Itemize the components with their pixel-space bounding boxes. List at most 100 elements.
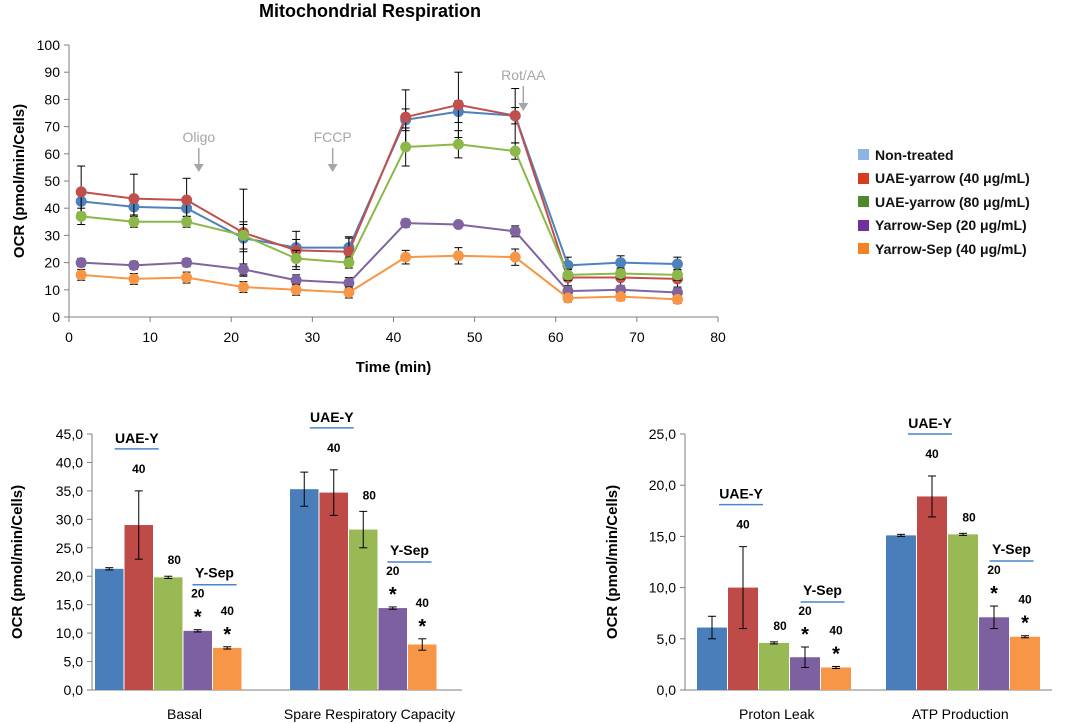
bar-chart-left-group-label-uae-spare-respiratory-capacity: UAE-Y	[310, 409, 354, 425]
bar-chart-left-dose-label-uae-80-spare-respiratory-capacity: 80	[363, 488, 377, 502]
line-point-uae-yarrow-80-g-ml	[75, 210, 87, 222]
line-chart-y-tick-label: 20	[44, 255, 60, 271]
line-chart-title: Mitochondrial Respiration	[259, 1, 481, 21]
bar-chart-left-dose-label-uae-40-basal: 40	[132, 462, 146, 476]
bar-chart-right-bar-atp-production-non-treated	[886, 535, 916, 690]
line-chart-y-tick-label: 100	[37, 37, 61, 53]
bar-chart-left-bar-spare-respiratory-capacity-yarrow-sep-40-g-ml	[408, 644, 437, 690]
bar-chart-left-y-tick-label: 35,0	[56, 483, 83, 499]
line-series-non-treated	[81, 110, 678, 267]
line-point-yarrow-sep-40-g-ml	[343, 287, 355, 299]
bar-chart-right-dose-label-uae-80-atp-production: 80	[962, 510, 976, 524]
injection-label-fccp: FCCP	[314, 129, 352, 145]
legend-label: UAE-yarrow (80 μg/mL)	[875, 193, 1030, 210]
line-point-non-treated	[671, 258, 683, 270]
legend-label: Non-treated	[875, 146, 954, 163]
line-chart-x-tick-label: 10	[142, 329, 158, 345]
line-point-uae-yarrow-40-g-ml	[181, 194, 193, 206]
bar-chart-left-y-tick-label: 25,0	[56, 540, 83, 556]
bar-chart-right-dose-label-uae-40-proton-leak: 40	[736, 518, 750, 532]
line-chart-y-tick-label: 90	[44, 64, 60, 80]
legend-item-uae-80: UAE-yarrow (80 μg/mL)	[858, 190, 1030, 214]
line-chart-x-tick-label: 0	[65, 329, 73, 345]
bar-chart-right-group-label-uae-atp-production: UAE-Y	[908, 415, 952, 431]
bar-chart-right-y-tick-label: 5,0	[657, 631, 677, 647]
bar-chart-left-significance-star-ysep-40-spare-respiratory-capacity: *	[418, 616, 426, 638]
bar-chart-left-dose-label-ysep-40-spare-respiratory-capacity: 40	[416, 596, 430, 610]
legend-label: UAE-yarrow (40 μg/mL)	[875, 170, 1030, 187]
bar-chart-left-y-tick-label: 10,0	[56, 625, 83, 641]
legend-swatch-uae-80	[858, 196, 869, 208]
bar-chart-right-bar-atp-production-uae-yarrow-80-g-ml	[948, 534, 978, 690]
bar-chart-left-y-tick-label: 30,0	[56, 511, 83, 527]
line-point-non-treated	[615, 257, 627, 269]
line-point-uae-yarrow-40-g-ml	[128, 193, 140, 205]
bar-chart-right-y-axis-label: OCR (pmol/min/Cells)	[604, 485, 621, 639]
bar-chart-left-group-label-uae-basal: UAE-Y	[115, 430, 159, 446]
bar-chart-left-bar-basal-yarrow-sep-20-g-ml	[183, 630, 212, 690]
bar-chart-right-category-label-atp-production: ATP Production	[912, 706, 1009, 722]
line-point-uae-yarrow-80-g-ml	[615, 267, 627, 279]
line-point-yarrow-sep-20-g-ml	[509, 225, 521, 237]
bar-chart-left-bar-spare-respiratory-capacity-yarrow-sep-20-g-ml	[378, 608, 407, 690]
bar-chart-right-y-tick-label: 25,0	[649, 426, 676, 442]
legend-label: Yarrow-Sep (40 μg/mL)	[875, 240, 1027, 257]
legend-item-non-treated: Non-treated	[858, 143, 1030, 167]
line-chart-x-tick-label: 30	[305, 329, 321, 345]
bar-chart-left-dose-label-uae-80-basal: 80	[168, 553, 182, 567]
bar-chart-right-group-label-uae-proton-leak: UAE-Y	[719, 486, 763, 502]
line-point-uae-yarrow-80-g-ml	[509, 145, 521, 157]
bar-chart-left-dose-label-uae-40-spare-respiratory-capacity: 40	[327, 441, 341, 455]
line-point-yarrow-sep-20-g-ml	[237, 263, 249, 275]
bar-chart-left-bar-basal-yarrow-sep-40-g-ml	[213, 647, 242, 690]
line-point-yarrow-sep-20-g-ml	[75, 257, 87, 269]
line-chart-x-tick-label: 70	[629, 329, 645, 345]
legend-label: Yarrow-Sep (20 μg/mL)	[875, 217, 1027, 234]
line-series-uae-yarrow-40-g-ml	[81, 103, 678, 280]
bar-chart-right-dose-label-ysep-40-atp-production: 40	[1018, 593, 1032, 607]
line-point-yarrow-sep-20-g-ml	[128, 259, 140, 271]
injection-arrow-head-fccp	[327, 164, 338, 172]
legend-swatch-ysep-20	[858, 219, 869, 231]
bar-chart-right-dose-label-ysep-40-proton-leak: 40	[829, 623, 843, 637]
line-point-yarrow-sep-40-g-ml	[671, 293, 683, 305]
bar-chart-right-group-label-ysep-atp-production: Y-Sep	[992, 541, 1031, 557]
bar-chart-left-category-label-spare-respiratory-capacity: Spare Respiratory Capacity	[284, 706, 455, 722]
line-point-yarrow-sep-40-g-ml	[75, 269, 87, 281]
bar-chart-left-group-label-ysep-basal: Y-Sep	[195, 565, 234, 581]
bar-chart-right-dose-label-uae-80-proton-leak: 80	[773, 619, 787, 633]
line-point-uae-yarrow-80-g-ml	[343, 257, 355, 269]
line-point-uae-yarrow-40-g-ml	[452, 99, 464, 111]
line-point-uae-yarrow-40-g-ml	[509, 110, 521, 122]
legend-item-ysep-20: Yarrow-Sep (20 μg/mL)	[858, 214, 1030, 238]
bar-chart-left-y-tick-label: 15,0	[56, 597, 83, 613]
legend-swatch-non-treated	[858, 149, 869, 161]
line-chart-y-axis-label: OCR (pmol/min/Cells)	[11, 104, 28, 258]
line-chart-x-tick-label: 20	[223, 329, 239, 345]
bar-chart-left-category-label-basal: Basal	[167, 706, 202, 722]
bar-chart-left-dose-label-ysep-40-basal: 40	[221, 604, 235, 618]
bar-chart-left-significance-star-ysep-40-basal: *	[223, 624, 231, 646]
bar-chart-left-bar-basal-non-treated	[95, 568, 124, 690]
bar-chart-right-significance-star-ysep-40-atp-production: *	[1021, 613, 1029, 635]
line-point-uae-yarrow-40-g-ml	[400, 111, 412, 123]
line-series-uae-yarrow-80-g-ml	[81, 143, 678, 276]
line-chart-y-tick-label: 60	[44, 146, 60, 162]
legend-swatch-uae-40	[858, 172, 869, 184]
line-chart-y-tick-label: 50	[44, 173, 60, 189]
bar-chart-left-bar-spare-respiratory-capacity-uae-yarrow-40-g-ml	[319, 492, 348, 690]
line-point-uae-yarrow-80-g-ml	[562, 269, 574, 281]
legend-item-uae-40: UAE-yarrow (40 μg/mL)	[858, 167, 1030, 191]
line-point-uae-yarrow-80-g-ml	[128, 216, 140, 228]
line-chart-y-tick-label: 40	[44, 200, 60, 216]
line-point-yarrow-sep-20-g-ml	[400, 217, 412, 229]
line-point-uae-yarrow-80-g-ml	[452, 138, 464, 150]
line-chart-x-tick-label: 80	[710, 329, 726, 345]
line-point-yarrow-sep-40-g-ml	[237, 281, 249, 293]
bar-chart-left-bar-basal-uae-yarrow-80-g-ml	[154, 577, 183, 690]
line-point-yarrow-sep-40-g-ml	[128, 273, 140, 285]
bar-chart-right-bar-atp-production-yarrow-sep-20-g-ml	[979, 617, 1009, 690]
line-point-yarrow-sep-20-g-ml	[181, 257, 193, 269]
bar-chart-left-y-tick-label: 0,0	[64, 682, 84, 698]
line-point-uae-yarrow-80-g-ml	[671, 269, 683, 281]
